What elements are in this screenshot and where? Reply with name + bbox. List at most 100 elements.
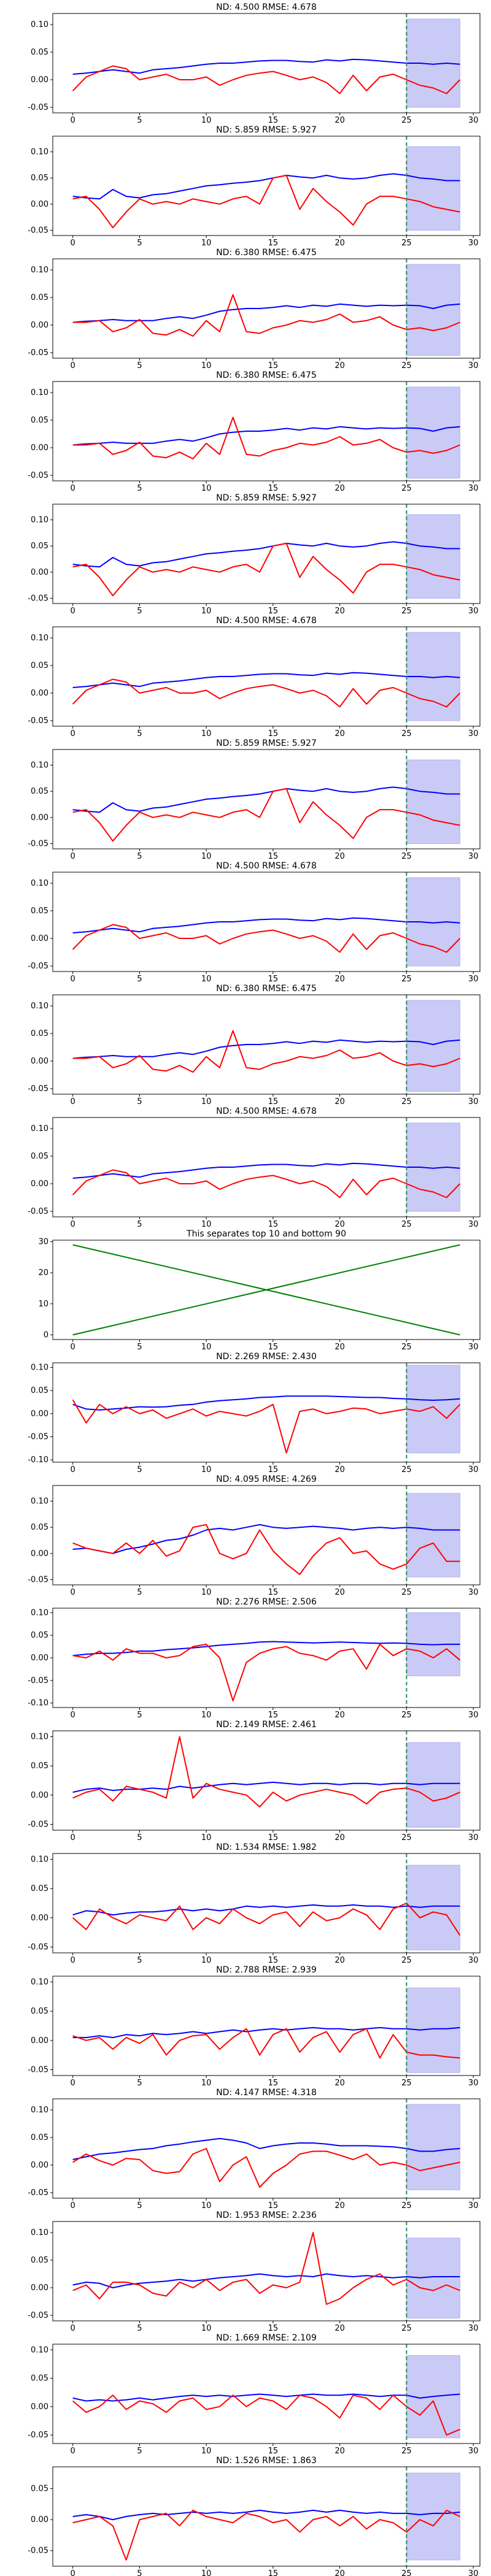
- chart-18: ND: 1.953 RMSE: 2.236 0 5 10 15 20 25 30 -0.05 0.…: [28, 2210, 481, 2333]
- y-tick-label: 0.00: [31, 1914, 48, 1923]
- y-tick-label: 30: [38, 1238, 48, 1247]
- x-tick-label: 15: [268, 2569, 279, 2576]
- y-tick-label: 0.05: [31, 293, 48, 302]
- actual-line-1: [72, 1399, 461, 1454]
- chart-12: ND: 4.095 RMSE: 4.269 0 5 10 15 20 25 30 -0.05 0.…: [28, 1474, 481, 1597]
- x-tick-label: 30: [468, 1588, 479, 1597]
- x-tick-label: 15: [268, 729, 279, 738]
- x-tick-label: 0: [70, 975, 75, 984]
- x-tick-label: 5: [137, 1711, 142, 1720]
- actual-line-1: [72, 416, 460, 459]
- y-tick-label: 0.10: [31, 1363, 48, 1373]
- x-tick-label: 0: [70, 116, 75, 125]
- y-tick-label: 0.00: [31, 2283, 48, 2293]
- y-tick-label: -0.05: [28, 2311, 48, 2320]
- x-tick-label: 20: [334, 2079, 345, 2088]
- chart-title: ND: 2.149 RMSE: 2.461: [216, 1720, 317, 1730]
- x-tick-label: 25: [401, 1343, 412, 1352]
- x-tick-label: 15: [268, 1588, 279, 1597]
- y-tick-label: -0.05: [28, 2188, 48, 2198]
- x-tick-label: 10: [201, 2201, 212, 2210]
- x-tick-label: 30: [468, 1833, 479, 1842]
- x-tick-label: 20: [334, 2324, 345, 2333]
- x-tick-label: 30: [468, 1220, 479, 1229]
- x-tick-label: 10: [201, 1956, 212, 1965]
- y-tick-label: 0.00: [31, 1549, 48, 1558]
- axes-frame: [52, 1485, 481, 1585]
- x-tick-label: 25: [401, 239, 412, 248]
- y-tick-label: -0.05: [28, 594, 48, 603]
- x-tick-label: 15: [268, 1220, 279, 1229]
- x-tick-label: 15: [268, 2079, 279, 2088]
- axes-frame: [52, 136, 481, 236]
- x-tick-label: 20: [334, 2201, 345, 2210]
- x-tick-label: 10: [201, 975, 212, 984]
- actual-line-1: [72, 1643, 461, 1701]
- x-tick-label: 25: [401, 2569, 412, 2576]
- axes-frame: [52, 1117, 481, 1217]
- y-tick-label: 0.05: [31, 174, 48, 183]
- y-tick-label: 0.05: [31, 1884, 48, 1893]
- x-tick-label: 5: [137, 116, 142, 125]
- y-tick-label: 0.00: [31, 934, 48, 943]
- chart-10: This separates top 10 and bottom 90 0 5 10 1…: [38, 1229, 481, 1352]
- chart-20: ND: 1.526 RMSE: 1.863 0 5 10 15 20 25 30 -0.05 0.…: [28, 2456, 481, 2576]
- confidence-band: [406, 759, 460, 844]
- x-tick-label: 15: [268, 361, 279, 370]
- y-tick-label: -0.05: [28, 2431, 48, 2440]
- chart-title: ND: 4.500 RMSE: 4.678: [216, 616, 317, 626]
- actual-line-1: [72, 1736, 460, 1807]
- y-tick-label: 0.00: [31, 1409, 48, 1419]
- y-tick-label: 0.10: [31, 1124, 48, 1133]
- axes-frame: [52, 1730, 481, 1831]
- actual-line-1: [72, 2394, 460, 2436]
- x-tick-label: 0: [70, 1097, 75, 1106]
- chart-title: ND: 1.526 RMSE: 1.863: [216, 2456, 317, 2466]
- y-tick-label: -0.05: [28, 1575, 48, 1584]
- y-tick-label: 0.05: [31, 1029, 48, 1038]
- axes-frame: [52, 2221, 481, 2321]
- y-tick-label: 0.05: [31, 2256, 48, 2265]
- axes-frame: [52, 626, 481, 727]
- x-tick-label: 5: [137, 729, 142, 738]
- chart-title: ND: 1.534 RMSE: 1.982: [216, 1842, 317, 1852]
- x-tick-label: 20: [334, 1097, 345, 1106]
- x-tick-label: 15: [268, 2324, 279, 2333]
- chart-19: ND: 1.669 RMSE: 2.109 0 5 10 15 20 25 30 -0.05 0.…: [28, 2333, 481, 2456]
- x-tick-label: 30: [468, 1465, 479, 1474]
- confidence-band: [406, 1365, 460, 1454]
- chart-0: ND: 4.500 RMSE: 4.678 0 5 10 15 20 25 30 -0.05 0.…: [28, 2, 481, 125]
- chart-1: ND: 5.859 RMSE: 5.927 0 5 10 15 20 25 30 -0.05 0.…: [28, 125, 481, 248]
- y-tick-label: 0.10: [31, 388, 48, 397]
- axes-frame: [52, 381, 481, 481]
- prediction-line-0: [72, 786, 460, 813]
- x-tick-label: 20: [334, 2569, 345, 2576]
- x-tick-label: 0: [70, 484, 75, 493]
- confidence-band: [406, 2472, 460, 2561]
- x-tick-label: 0: [70, 2447, 75, 2456]
- x-tick-label: 0: [70, 1833, 75, 1842]
- x-tick-label: 30: [468, 852, 479, 861]
- x-tick-label: 30: [468, 975, 479, 984]
- x-tick-label: 25: [401, 1956, 412, 1965]
- y-tick-label: 0.05: [31, 1761, 48, 1771]
- axes-frame: [52, 2466, 481, 2567]
- x-tick-label: 25: [401, 2201, 412, 2210]
- y-tick-label: 0.10: [31, 1855, 48, 1865]
- chart-title: ND: 6.380 RMSE: 6.475: [216, 370, 317, 380]
- chart-title: ND: 5.859 RMSE: 5.927: [216, 493, 317, 503]
- prediction-line-0: [72, 173, 460, 200]
- axes-frame: [52, 994, 481, 1095]
- y-tick-label: 0.00: [31, 1791, 48, 1800]
- y-tick-label: 0.10: [31, 148, 48, 157]
- actual-line-1: [72, 542, 460, 597]
- y-tick-label: -0.05: [28, 103, 48, 112]
- prediction-line-0: [72, 1524, 460, 1554]
- y-tick-label: 0.00: [31, 568, 48, 577]
- x-tick-label: 15: [268, 2201, 279, 2210]
- x-tick-label: 0: [70, 1588, 75, 1597]
- y-tick-label: 0.00: [31, 813, 48, 822]
- y-tick-label: 0.00: [31, 75, 48, 85]
- x-tick-label: 5: [137, 2569, 142, 2576]
- chart-title: ND: 5.859 RMSE: 5.927: [216, 738, 317, 748]
